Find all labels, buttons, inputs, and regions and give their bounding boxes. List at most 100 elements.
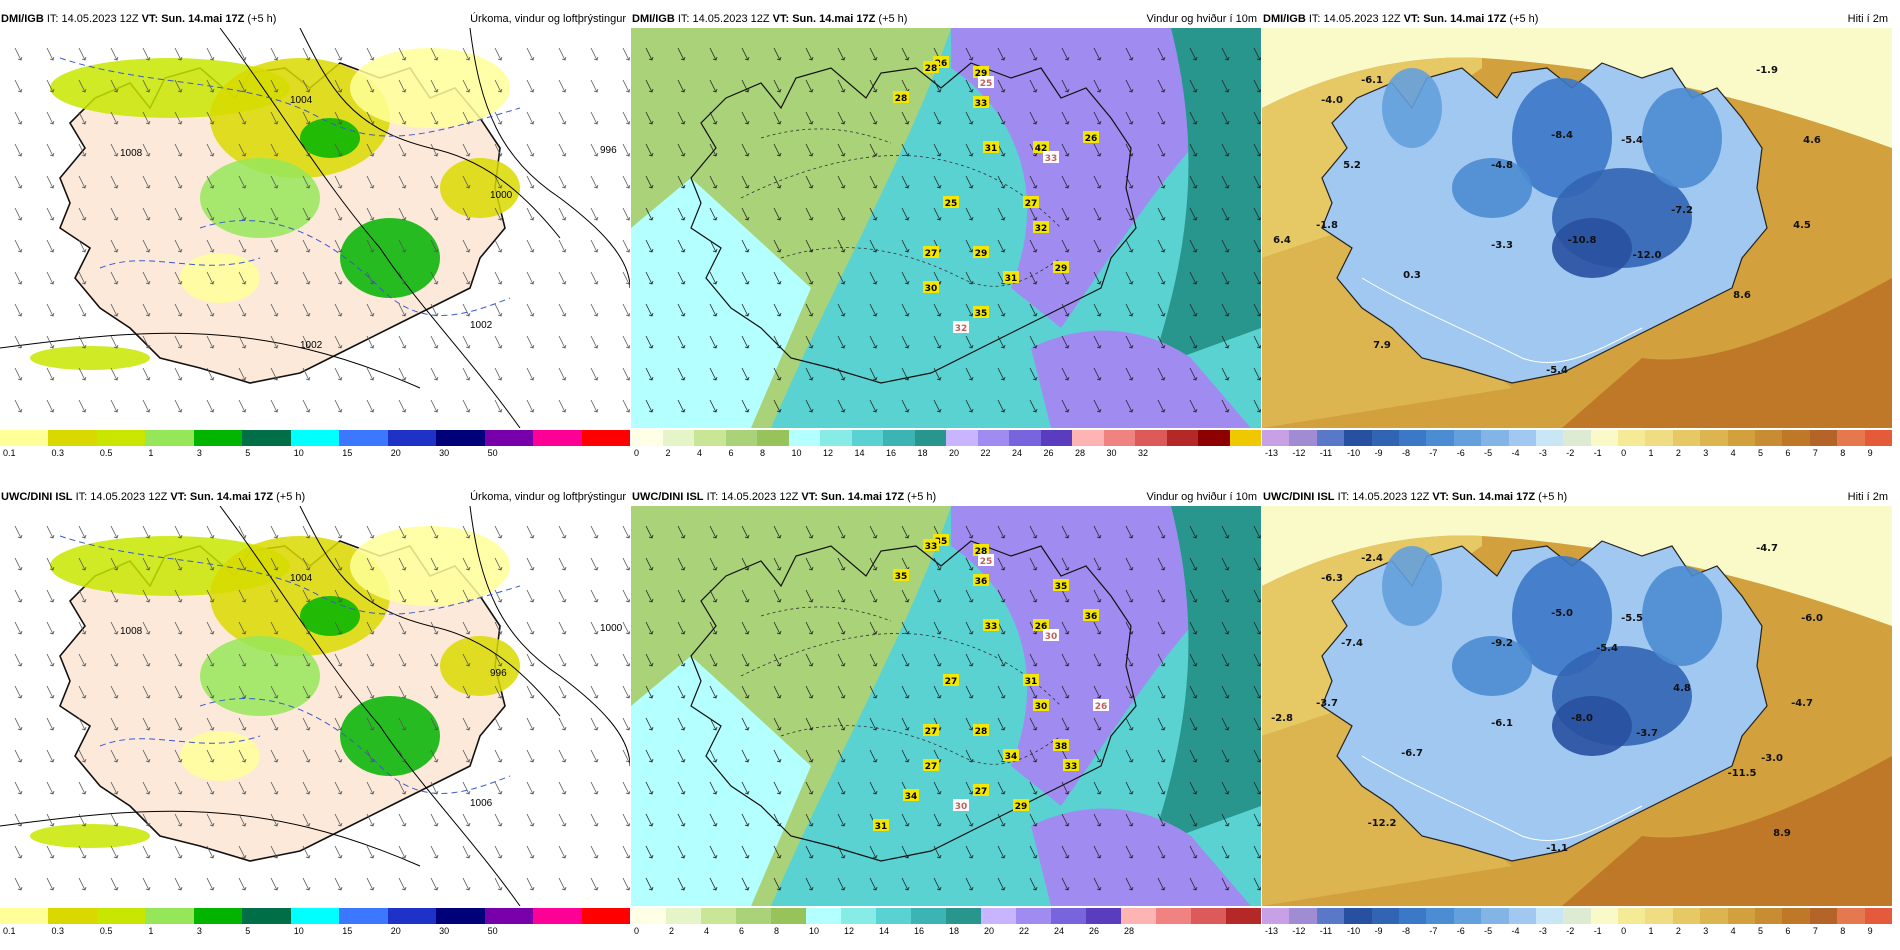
legend-swatch — [1618, 430, 1645, 446]
isobar-label: 1008 — [120, 626, 143, 637]
precip-area — [440, 158, 520, 218]
temperature-label: -9.2 — [1491, 638, 1513, 649]
gust-label: 27 — [1023, 196, 1039, 209]
legend-swatch — [631, 430, 663, 446]
temperature-label: 4.8 — [1673, 683, 1691, 694]
legend-tick-label: 16 — [886, 448, 896, 458]
legend-swatch — [1536, 908, 1563, 924]
legend-swatch — [0, 908, 48, 924]
map-title: Hiti í 2m — [1848, 10, 1888, 28]
legend-tick-label: 30 — [439, 448, 449, 458]
precip-area — [30, 824, 150, 848]
legend-tick-label: -5 — [1484, 448, 1492, 458]
temperature-area — [1382, 68, 1442, 148]
legend-tick-label: 2 — [669, 926, 674, 936]
forecast-panel-wind: DMI/IGB IT: 14.05.2023 12Z VT: Sun. 14.m… — [631, 10, 1261, 460]
legend-tick-label: 9 — [1868, 926, 1873, 936]
legend-swatch — [1191, 908, 1226, 924]
legend-tick-label: 24 — [1012, 448, 1022, 458]
legend-swatch — [97, 430, 145, 446]
legend-swatch — [1700, 908, 1727, 924]
temperature-label: -2.4 — [1361, 553, 1383, 564]
legend-swatch — [485, 430, 533, 446]
legend-swatch — [736, 908, 771, 924]
legend-swatch — [582, 908, 630, 924]
legend-tick-label: 8 — [1840, 448, 1845, 458]
svg-text:25: 25 — [980, 557, 993, 567]
legend-tick-label: -13 — [1265, 926, 1278, 936]
temperature-area — [1552, 218, 1632, 278]
legend-swatch — [388, 908, 436, 924]
precip-area — [340, 218, 440, 298]
forecast-map: -4.7 -2.4 -6.3 -5.0 -5.5 -6.0 -9.2 -7.4 4.8 -3.7-… — [1262, 506, 1892, 906]
legend-swatch — [915, 430, 947, 446]
init-time: IT: 14.05.2023 12Z — [1338, 491, 1430, 503]
legend-tick-label: -4 — [1512, 448, 1520, 458]
legend-swatch — [1372, 430, 1399, 446]
legend-tick-label: -7 — [1429, 448, 1437, 458]
temperature-label: -3.0 — [1761, 753, 1783, 764]
legend-swatch — [291, 430, 339, 446]
svg-text:27: 27 — [925, 727, 938, 737]
forecast-panel-temp: DMI/IGB IT: 14.05.2023 12Z VT: Sun. 14.m… — [1262, 10, 1892, 460]
model-name: DMI/IGB — [1263, 13, 1306, 25]
legend-swatch — [242, 908, 290, 924]
legend-tick-label: 0 — [1621, 926, 1626, 936]
legend-swatch — [1230, 430, 1262, 446]
legend-tick-label: 4 — [697, 448, 702, 458]
gust-label: 33 — [1063, 759, 1079, 772]
legend-tick-label: 1 — [148, 448, 153, 458]
legend-tick-label: 24 — [1054, 926, 1064, 936]
gust-label: 25 — [978, 76, 994, 89]
legend-swatch — [1782, 908, 1809, 924]
temperature-label: -3.3 — [1491, 240, 1513, 251]
legend-tick-label: 0.3 — [51, 926, 64, 936]
forecast-panel-temp: UWC/DINI ISL IT: 14.05.2023 12Z VT: Sun.… — [1262, 488, 1892, 938]
legend-tick-label: 50 — [488, 448, 498, 458]
panel-header: DMI/IGB IT: 14.05.2023 12Z VT: Sun. 14.m… — [0, 10, 630, 28]
temperature-label: -5.5 — [1621, 613, 1643, 624]
legend-swatch — [1426, 430, 1453, 446]
legend-swatch — [485, 908, 533, 924]
svg-text:32: 32 — [955, 324, 968, 334]
gust-label: 28 — [893, 91, 909, 104]
color-legend: 0 2 4 6 8 10 12 14 16 18 20 22 24 26 28 30 32 — [631, 428, 1261, 458]
legend-swatch — [820, 430, 852, 446]
svg-text:27: 27 — [945, 677, 958, 687]
legend-tick-label: 18 — [949, 926, 959, 936]
gust-label: 33 — [973, 96, 989, 109]
svg-text:31: 31 — [875, 822, 888, 832]
legend-swatch — [1072, 430, 1104, 446]
legend-tick-label: 20 — [949, 448, 959, 458]
legend-swatch — [1009, 430, 1041, 446]
gust-label: 30 — [953, 799, 969, 812]
forecast-offset: (+5 h) — [276, 491, 305, 503]
gust-label: 35 — [1053, 579, 1069, 592]
legend-tick-label: 2 — [1676, 926, 1681, 936]
legend-tick-label: 2 — [666, 448, 671, 458]
legend-swatch — [436, 908, 484, 924]
legend-swatch — [1399, 908, 1426, 924]
temperature-label: -7.2 — [1671, 205, 1693, 216]
legend-swatch — [291, 908, 339, 924]
legend-tick-label: -8 — [1402, 926, 1410, 936]
svg-text:33: 33 — [1045, 154, 1058, 164]
forecast-offset: (+5 h) — [878, 13, 907, 25]
legend-tick-label: -2 — [1566, 448, 1574, 458]
legend-tick-label: 3 — [1703, 926, 1708, 936]
svg-text:36: 36 — [1085, 612, 1098, 622]
gust-label: 31 — [1003, 271, 1019, 284]
map-title: Úrkoma, vindur og loftþrýstingur — [470, 10, 626, 28]
legend-tick-label: 20 — [391, 448, 401, 458]
legend-swatch — [1289, 430, 1316, 446]
gust-label: 35 — [973, 306, 989, 319]
legend-swatch — [1372, 908, 1399, 924]
legend-swatch — [1156, 908, 1191, 924]
legend-swatch — [946, 908, 981, 924]
legend-tick-label: -1 — [1594, 448, 1602, 458]
legend-swatch — [789, 430, 821, 446]
gust-label: 27 — [923, 724, 939, 737]
gust-label: 27 — [943, 674, 959, 687]
legend-swatch — [1086, 908, 1121, 924]
gust-label: 30 — [923, 281, 939, 294]
